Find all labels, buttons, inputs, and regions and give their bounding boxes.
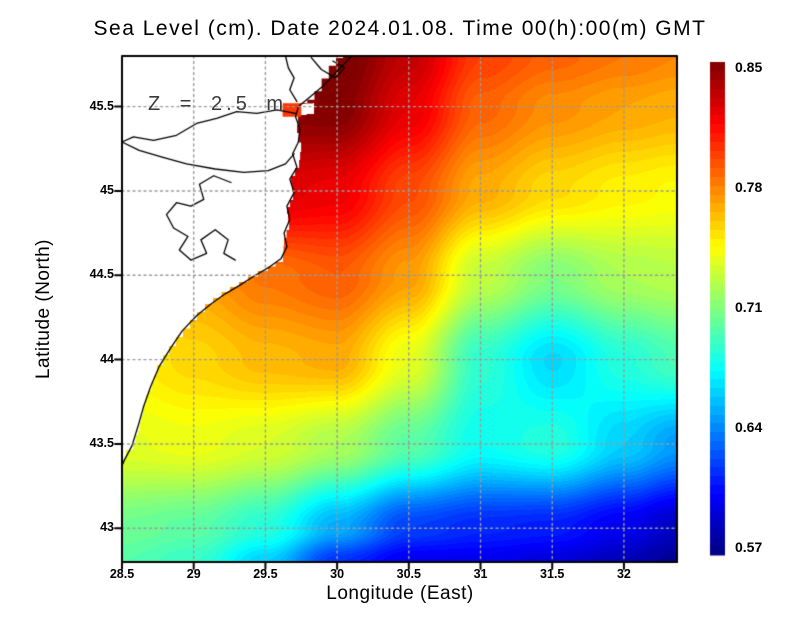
y-tick-label: 45 [100,182,114,197]
x-tick-label: 31 [473,567,488,581]
chart-title: Sea Level (cm). Date 2024.01.08. Time 00… [93,17,707,40]
y-tick-label: 44.5 [89,267,114,282]
colorbar-tick-label: 0.64 [735,419,763,435]
colorbar-tick-label: 0.57 [735,539,763,555]
depth-annotation: Z = 2.5 m [148,93,288,115]
x-tick-label: 31.5 [540,567,565,581]
y-tick-label: 43 [100,520,114,535]
y-tick-label: 45.5 [89,98,114,113]
x-tick-label: 32 [616,567,631,581]
x-tick-label: 30.5 [396,567,421,581]
colorbar-tick-label: 0.71 [735,299,763,315]
x-tick-label: 30 [330,567,345,581]
x-tick-label: 28.5 [109,567,135,581]
x-tick-label: 29 [186,567,201,581]
colorbar-tick-label: 0.78 [735,179,763,195]
y-tick-label: 44 [100,351,114,366]
y-axis-label: Latitude (North) [33,238,54,380]
x-tick-label: 29.5 [253,567,278,581]
x-axis-label: Longitude (East) [326,583,474,604]
y-tick-label: 43.5 [89,435,114,450]
colorbar-tick-label: 0.85 [735,59,763,75]
